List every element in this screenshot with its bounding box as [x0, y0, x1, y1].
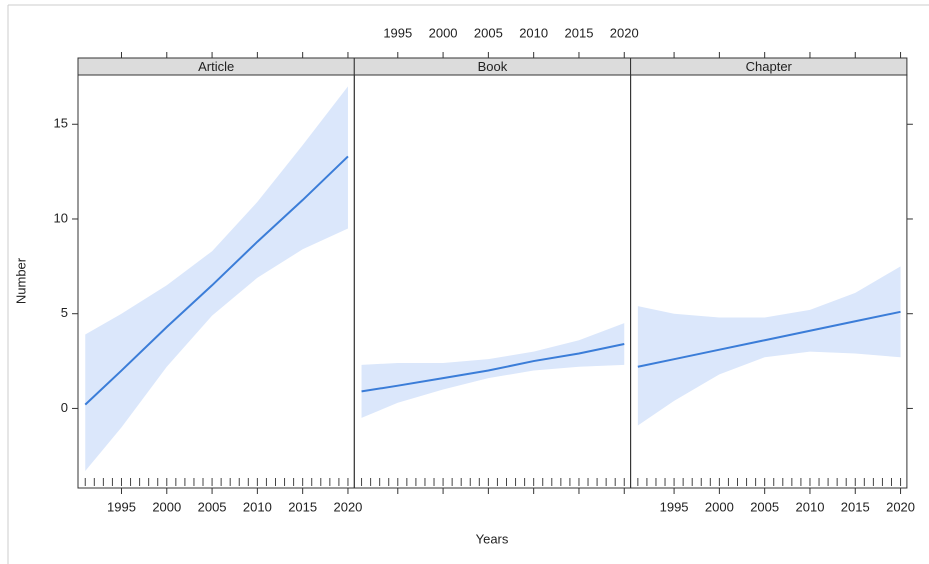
y-tick-label: 10: [54, 210, 68, 225]
confidence-band: [85, 86, 348, 471]
x-axis-label: Years: [476, 531, 509, 546]
effect-line: [637, 310, 901, 368]
x-tick-label: 1995: [660, 499, 689, 514]
x-tick-label: 1995: [383, 25, 412, 40]
x-tick-label: 2005: [198, 499, 227, 514]
panel-title: Chapter: [746, 59, 793, 74]
x-tick-label: 2015: [565, 25, 594, 40]
x-tick-label: 1995: [107, 499, 136, 514]
x-tick-label: 2005: [474, 25, 503, 40]
panel-border: [353, 74, 632, 489]
panel-title: Article: [198, 59, 234, 74]
x-tick-label: 2005: [750, 499, 779, 514]
x-tick-label: 2010: [519, 25, 548, 40]
x-tick-label: 2020: [333, 499, 362, 514]
confidence-band: [637, 266, 901, 426]
x-tick-label: 2000: [429, 25, 458, 40]
y-tick-label: 0: [61, 400, 68, 415]
effect-line: [84, 155, 349, 406]
y-axis-label: Number: [13, 257, 28, 304]
x-tick-label: 2015: [841, 499, 870, 514]
x-tick-label: 2000: [152, 499, 181, 514]
x-tick-label: 2020: [886, 499, 915, 514]
x-tick-label: 2020: [610, 25, 639, 40]
panel-border: [630, 74, 908, 489]
panel-title: Book: [478, 59, 508, 74]
x-tick-label: 2000: [705, 499, 734, 514]
x-tick-label: 2015: [288, 499, 317, 514]
effect-line: [361, 343, 625, 393]
x-tick-label: 2010: [796, 499, 825, 514]
y-tick-label: 5: [61, 305, 68, 320]
x-tick-label: 2010: [243, 499, 272, 514]
y-tick-label: 15: [54, 116, 68, 131]
